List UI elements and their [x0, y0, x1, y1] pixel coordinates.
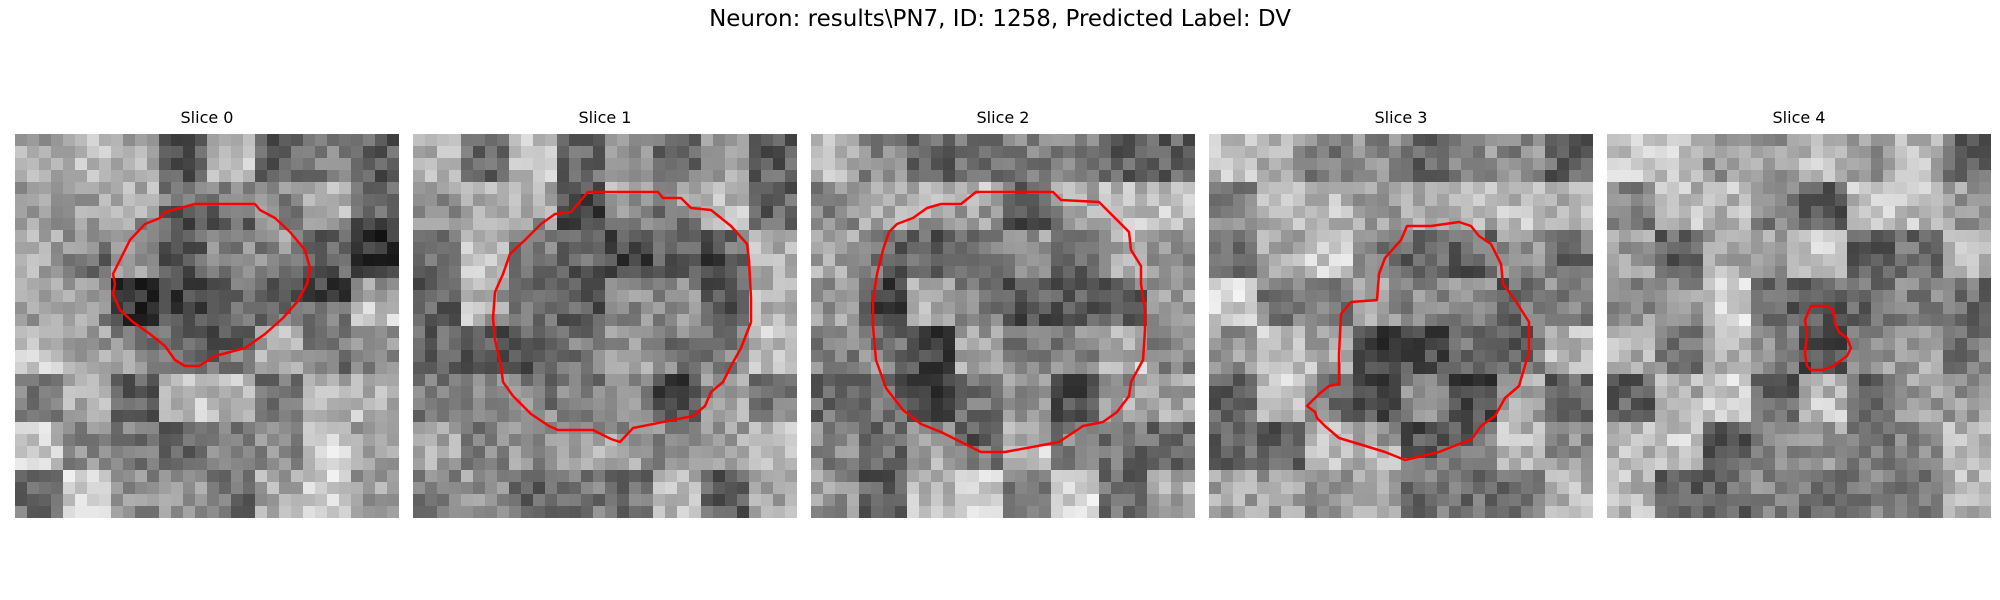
slice-image-3	[1209, 134, 1593, 518]
slice-title-3: Slice 3	[1374, 108, 1428, 127]
slice-contour-3	[1305, 220, 1531, 462]
slice-image-0	[15, 134, 399, 518]
slice-image-2	[811, 134, 1195, 518]
slice-pixels-4	[1607, 134, 1991, 518]
slice-contour-0	[111, 202, 312, 368]
slice-title-4: Slice 4	[1772, 108, 1826, 127]
slice-image-1	[413, 134, 797, 518]
slice-title-1: Slice 1	[578, 108, 632, 127]
slice-pixels-3	[1209, 134, 1593, 518]
slice-contour-1	[491, 190, 753, 444]
slice-image-4	[1607, 134, 1991, 518]
slice-contour-2	[871, 190, 1147, 454]
figure-title: Neuron: results\PN7, ID: 1258, Predicted…	[709, 6, 1291, 32]
slice-title-2: Slice 2	[976, 108, 1030, 127]
slice-title-0: Slice 0	[180, 108, 234, 127]
slice-pixels-1	[413, 134, 797, 518]
slice-contour-4	[1803, 304, 1853, 372]
slice-pixels-0	[15, 134, 399, 518]
